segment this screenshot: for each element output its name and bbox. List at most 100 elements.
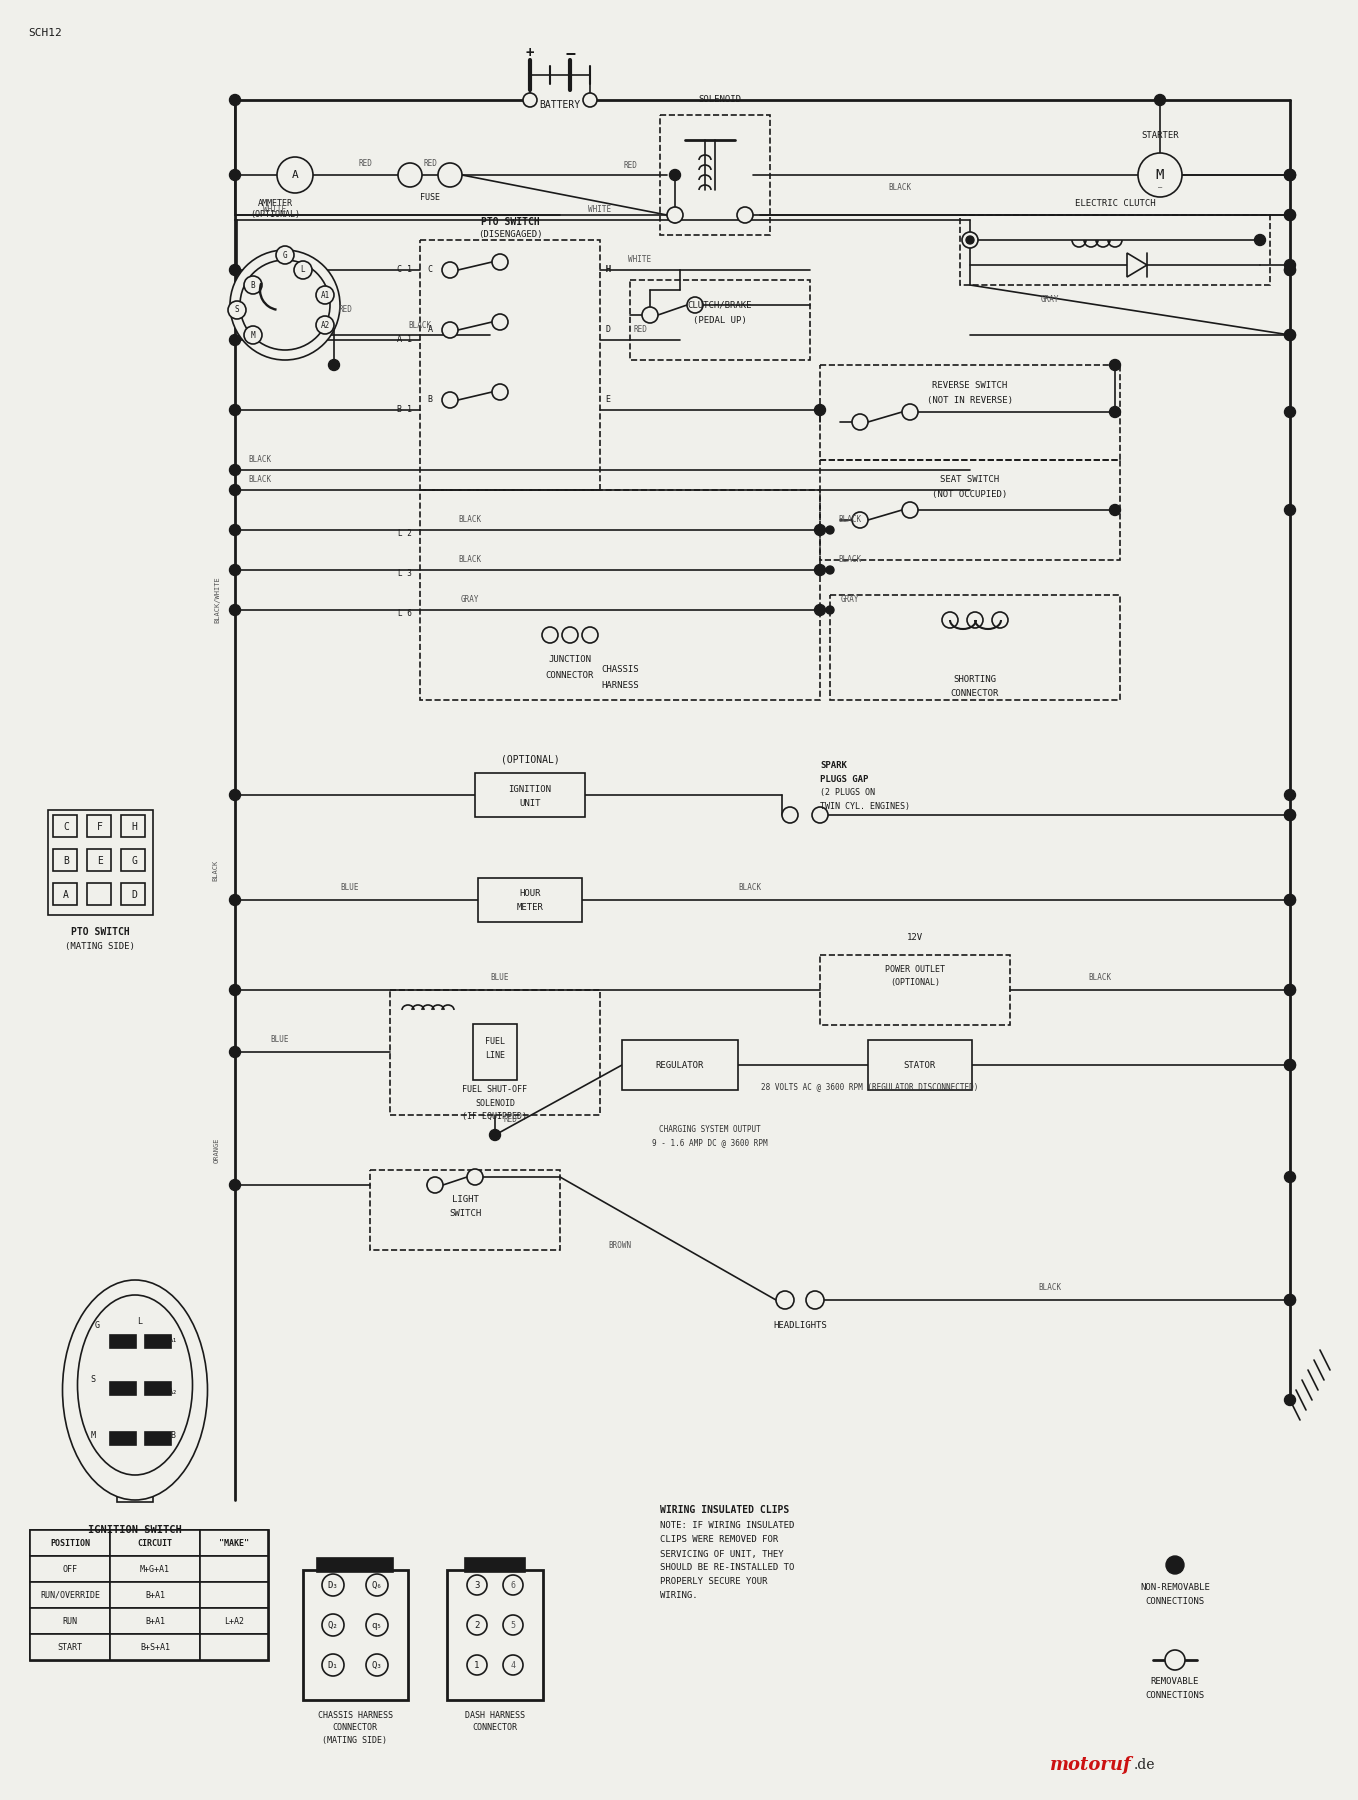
Circle shape [240, 259, 330, 349]
Bar [200, 1555, 268, 1582]
Bar [420, 239, 600, 490]
Text: 1: 1 [474, 1660, 479, 1670]
Circle shape [467, 1575, 488, 1595]
Circle shape [991, 612, 1008, 628]
Circle shape [815, 524, 826, 536]
Text: BLACK: BLACK [739, 884, 762, 893]
Text: Q₆: Q₆ [372, 1580, 383, 1589]
Circle shape [583, 94, 598, 106]
Text: SHORTING: SHORTING [953, 675, 997, 684]
Text: D: D [132, 889, 137, 900]
Circle shape [1285, 895, 1296, 905]
Text: OFF: OFF [62, 1564, 77, 1573]
Text: CONNECTIONS: CONNECTIONS [1145, 1597, 1205, 1606]
Bar [390, 990, 600, 1114]
Text: SOLENOID: SOLENOID [698, 95, 741, 104]
Text: IGNITION SWITCH: IGNITION SWITCH [88, 1525, 182, 1535]
Text: BLUE: BLUE [270, 1035, 289, 1044]
Text: S: S [91, 1375, 95, 1384]
Bar [660, 115, 770, 236]
Text: CONNECTOR: CONNECTOR [333, 1724, 378, 1732]
Circle shape [230, 985, 240, 995]
Text: CONNECTOR: CONNECTOR [951, 688, 999, 697]
Text: +: + [526, 47, 534, 59]
Circle shape [1285, 259, 1296, 270]
Circle shape [322, 1615, 344, 1636]
Text: BLACK: BLACK [212, 859, 219, 880]
Bar [30, 1582, 110, 1607]
Circle shape [441, 392, 458, 409]
Text: CLUTCH/BRAKE: CLUTCH/BRAKE [687, 301, 752, 310]
Text: G: G [95, 1321, 99, 1330]
Circle shape [737, 207, 752, 223]
Circle shape [230, 94, 240, 106]
Text: (OPTIONAL): (OPTIONAL) [889, 979, 940, 988]
Circle shape [322, 1573, 344, 1597]
Text: (IF EQUIPPED): (IF EQUIPPED) [463, 1111, 527, 1120]
Circle shape [826, 607, 834, 614]
Bar [87, 884, 111, 905]
Circle shape [367, 1573, 388, 1597]
Text: Q₂: Q₂ [327, 1620, 338, 1629]
Text: 28 VOLTS AC @ 3600 RPM (REGULATOR DISCONNECTED): 28 VOLTS AC @ 3600 RPM (REGULATOR DISCON… [762, 1082, 979, 1091]
Circle shape [467, 1654, 488, 1676]
Circle shape [1285, 1294, 1296, 1305]
Bar [110, 1530, 200, 1555]
Text: BLACK/WHITE: BLACK/WHITE [215, 576, 220, 623]
Circle shape [667, 207, 683, 223]
Text: GRAY: GRAY [460, 596, 479, 605]
Circle shape [276, 247, 293, 265]
Text: POWER OUTLET: POWER OUTLET [885, 965, 945, 974]
Circle shape [1285, 169, 1296, 180]
Circle shape [439, 164, 462, 187]
Circle shape [583, 626, 598, 643]
Text: BLUE: BLUE [490, 974, 509, 983]
Circle shape [1285, 790, 1296, 801]
Circle shape [902, 403, 918, 419]
Text: NOTE: IF WIRING INSULATED: NOTE: IF WIRING INSULATED [660, 1521, 794, 1530]
Circle shape [687, 297, 703, 313]
Text: REGULATOR: REGULATOR [656, 1060, 705, 1069]
Text: BLACK: BLACK [838, 556, 861, 565]
Text: SERVICING OF UNIT, THEY: SERVICING OF UNIT, THEY [660, 1550, 784, 1559]
Circle shape [1285, 1172, 1296, 1183]
Bar [53, 815, 77, 837]
Bar [110, 1433, 136, 1445]
Text: BLACK: BLACK [249, 455, 272, 464]
Bar [121, 884, 145, 905]
Circle shape [1285, 329, 1296, 340]
Circle shape [1285, 810, 1296, 821]
Text: (DISENGAGED): (DISENGAGED) [478, 230, 542, 239]
Text: B+A1: B+A1 [145, 1591, 166, 1600]
Text: RED: RED [633, 326, 646, 335]
Circle shape [230, 335, 240, 346]
Text: 2: 2 [474, 1620, 479, 1629]
Text: (2 PLUGS ON: (2 PLUGS ON [820, 788, 875, 797]
Text: B: B [428, 396, 432, 405]
Text: WHITE: WHITE [588, 205, 611, 214]
Circle shape [807, 1291, 824, 1309]
Text: DASH HARNESS: DASH HARNESS [464, 1710, 526, 1719]
Bar [820, 461, 1120, 560]
Circle shape [812, 806, 828, 823]
Text: SPARK: SPARK [820, 760, 847, 770]
Circle shape [230, 484, 240, 495]
Text: RED: RED [623, 160, 637, 169]
Text: CLIPS WERE REMOVED FOR: CLIPS WERE REMOVED FOR [660, 1535, 778, 1544]
Circle shape [426, 1177, 443, 1193]
Circle shape [1285, 329, 1296, 340]
Text: START: START [57, 1642, 83, 1652]
Text: NON-REMOVABLE: NON-REMOVABLE [1141, 1582, 1210, 1591]
Text: A 1: A 1 [397, 335, 411, 344]
Circle shape [230, 524, 240, 536]
Circle shape [244, 275, 262, 293]
Circle shape [230, 464, 240, 475]
Text: (PEDAL UP): (PEDAL UP) [693, 315, 747, 324]
Text: HOUR: HOUR [519, 889, 540, 898]
Circle shape [815, 405, 826, 416]
Bar [960, 214, 1270, 284]
Circle shape [492, 383, 508, 400]
Circle shape [492, 313, 508, 329]
Text: RUN/OVERRIDE: RUN/OVERRIDE [39, 1591, 100, 1600]
Text: SWITCH: SWITCH [449, 1210, 481, 1219]
